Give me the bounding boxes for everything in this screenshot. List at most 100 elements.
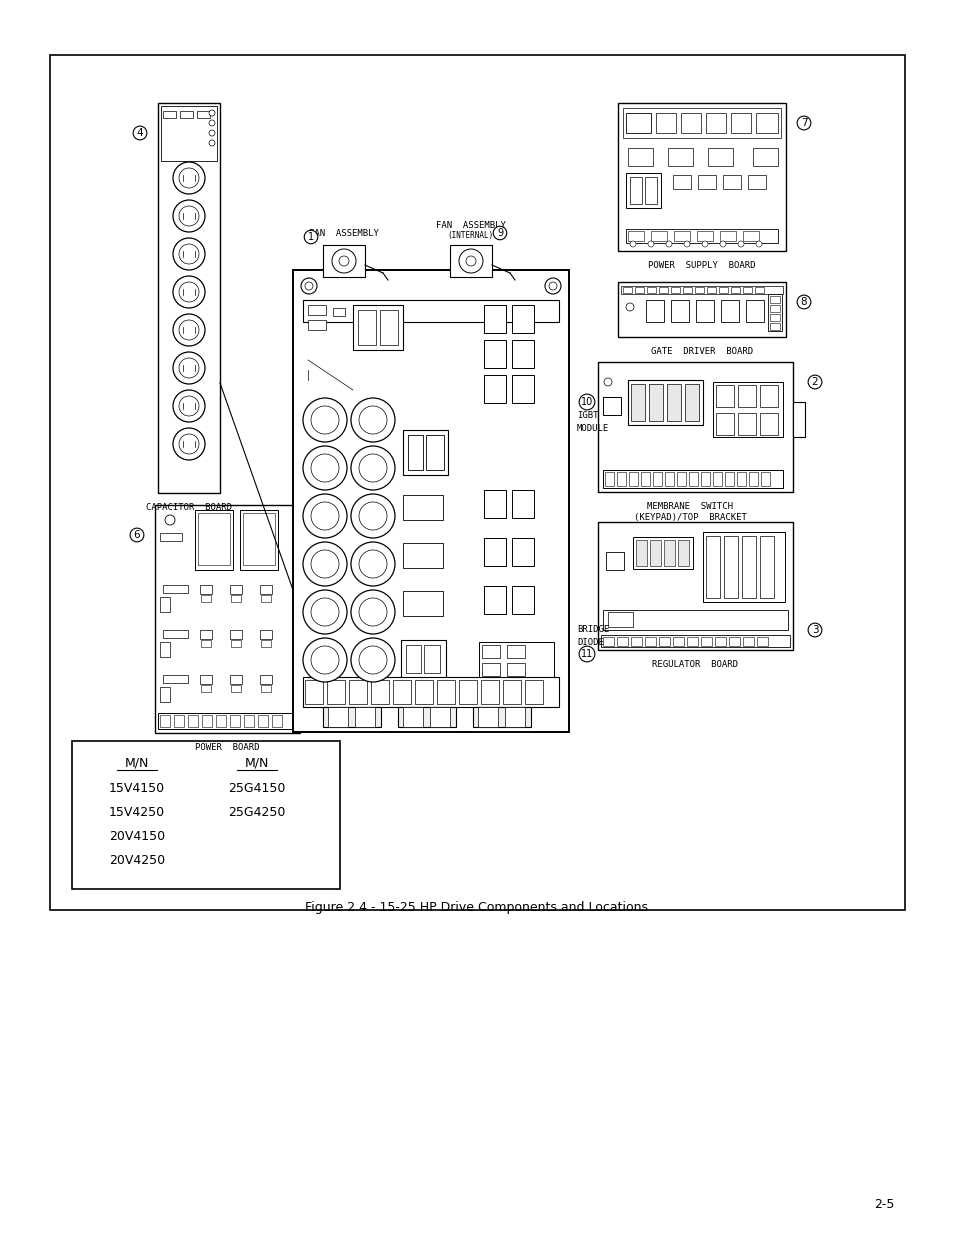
Bar — [602, 637, 614, 646]
Circle shape — [720, 241, 725, 247]
Bar — [71, 741, 339, 889]
Bar — [618, 103, 785, 251]
Text: MODULE: MODULE — [577, 424, 609, 432]
Bar — [328, 706, 348, 727]
Circle shape — [625, 303, 634, 311]
Circle shape — [351, 542, 395, 585]
Bar — [716, 412, 733, 435]
Bar — [742, 231, 759, 241]
Bar — [50, 56, 904, 910]
Bar — [698, 175, 716, 189]
Circle shape — [172, 275, 205, 308]
Bar — [524, 680, 542, 704]
Bar — [163, 676, 188, 683]
Circle shape — [311, 454, 338, 482]
Bar — [622, 107, 781, 138]
Circle shape — [179, 282, 199, 303]
Bar — [670, 287, 679, 293]
Circle shape — [358, 598, 387, 626]
Circle shape — [172, 390, 205, 422]
Bar — [458, 680, 476, 704]
Bar — [160, 534, 182, 541]
Bar — [742, 287, 751, 293]
Bar — [741, 536, 755, 598]
Bar — [617, 472, 625, 487]
Bar — [402, 495, 442, 520]
Circle shape — [311, 406, 338, 433]
Bar — [617, 637, 627, 646]
Bar — [357, 310, 375, 345]
Circle shape — [172, 238, 205, 270]
Bar — [483, 585, 505, 614]
Bar — [480, 680, 498, 704]
Bar — [644, 177, 657, 204]
Bar — [305, 680, 323, 704]
Bar — [622, 287, 631, 293]
Bar — [700, 637, 711, 646]
Circle shape — [303, 590, 347, 634]
Bar — [620, 287, 782, 294]
Bar — [483, 305, 505, 333]
Circle shape — [301, 278, 316, 294]
Bar — [747, 175, 765, 189]
Text: (KEYPAD)/TOP  BRACKET: (KEYPAD)/TOP BRACKET — [633, 513, 745, 521]
Bar — [450, 245, 492, 277]
Circle shape — [179, 396, 199, 416]
Bar — [257, 715, 268, 727]
Bar — [353, 305, 402, 350]
Bar — [512, 490, 534, 517]
Bar — [478, 642, 554, 701]
Text: 7: 7 — [800, 119, 806, 128]
Bar — [757, 637, 767, 646]
Circle shape — [665, 241, 671, 247]
Bar — [666, 384, 680, 421]
Bar — [604, 472, 614, 487]
Bar — [397, 706, 456, 727]
Bar — [760, 472, 769, 487]
Bar — [673, 231, 689, 241]
Circle shape — [303, 398, 347, 442]
Bar — [160, 687, 170, 701]
Circle shape — [179, 358, 199, 378]
Bar — [379, 310, 397, 345]
Bar — [695, 287, 703, 293]
Bar — [677, 472, 685, 487]
Circle shape — [338, 256, 349, 266]
Circle shape — [544, 278, 560, 294]
Bar — [506, 680, 524, 694]
Bar — [607, 613, 633, 627]
Bar — [728, 637, 740, 646]
Circle shape — [303, 542, 347, 585]
Bar — [684, 384, 699, 421]
Circle shape — [351, 590, 395, 634]
Bar — [700, 472, 709, 487]
Text: 20V4250: 20V4250 — [109, 855, 165, 867]
Bar — [230, 676, 242, 684]
Text: DIODE: DIODE — [577, 637, 603, 646]
Bar — [672, 637, 683, 646]
Bar — [752, 148, 778, 165]
Circle shape — [351, 494, 395, 538]
Text: IGBT: IGBT — [577, 410, 598, 420]
Bar — [737, 472, 745, 487]
Bar — [393, 680, 411, 704]
Circle shape — [311, 646, 338, 674]
Bar — [163, 630, 188, 638]
Bar — [705, 536, 720, 598]
Bar — [200, 630, 212, 638]
Bar — [506, 663, 524, 676]
Bar — [648, 384, 662, 421]
Bar — [260, 585, 272, 594]
Bar — [230, 630, 242, 638]
Circle shape — [165, 515, 174, 525]
Circle shape — [179, 206, 199, 226]
Text: BRIDGE: BRIDGE — [577, 625, 609, 634]
Text: 1: 1 — [308, 232, 314, 242]
Circle shape — [209, 120, 214, 126]
Text: POWER  SUPPLY  BOARD: POWER SUPPLY BOARD — [648, 261, 755, 269]
Bar — [477, 706, 497, 727]
Text: (INTERNAL): (INTERNAL) — [447, 231, 494, 240]
Circle shape — [358, 501, 387, 530]
Bar — [730, 287, 740, 293]
Bar — [160, 642, 170, 657]
